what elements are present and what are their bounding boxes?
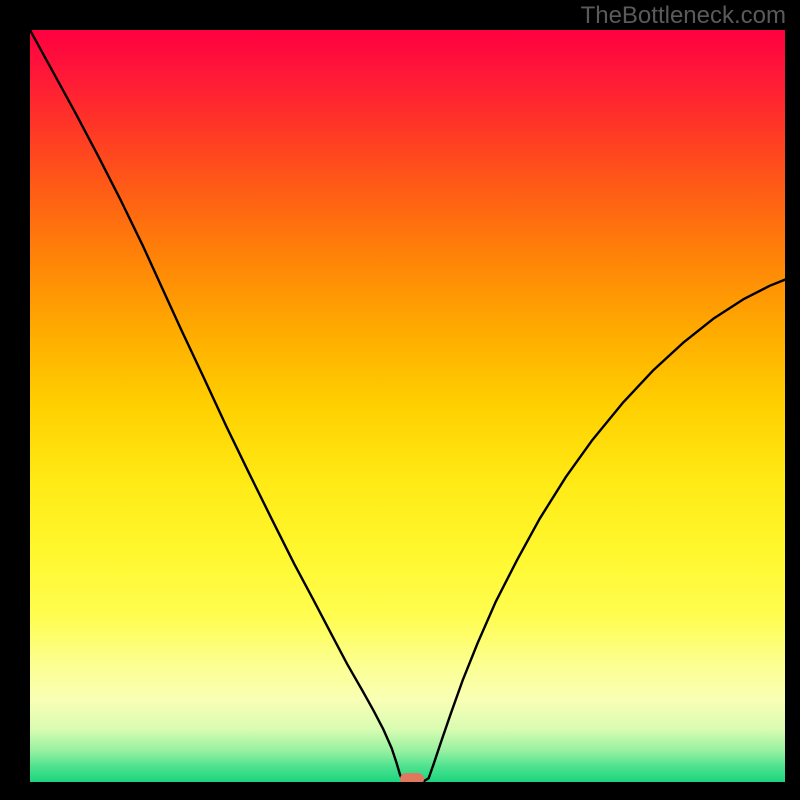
bottleneck-curve — [30, 30, 785, 782]
watermark-label: TheBottleneck.com — [581, 2, 786, 30]
bottleneck-curve-chart — [30, 30, 785, 782]
chart-plot-area — [30, 30, 785, 782]
bottleneck-minimum-marker — [400, 773, 424, 782]
